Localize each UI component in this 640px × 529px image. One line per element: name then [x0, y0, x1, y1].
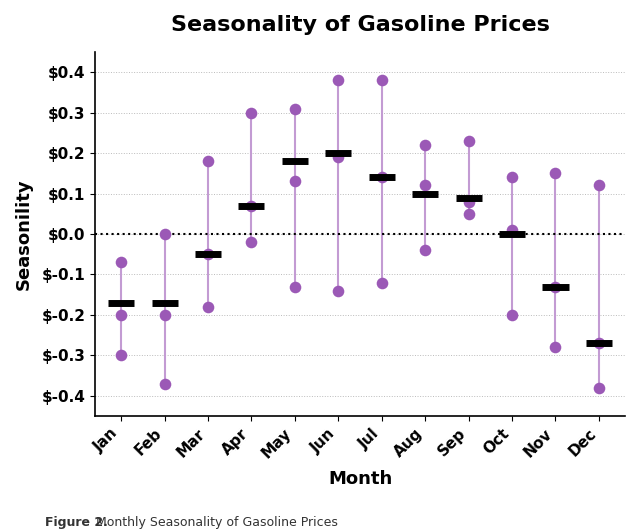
Text: Monthly Seasonality of Gasoline Prices: Monthly Seasonality of Gasoline Prices	[88, 516, 338, 529]
Point	[550, 343, 561, 352]
Point	[594, 181, 604, 189]
Point	[507, 311, 517, 319]
Point	[463, 209, 474, 218]
Point	[550, 169, 561, 178]
Point	[550, 282, 561, 291]
Point	[420, 141, 430, 149]
Point	[246, 202, 257, 210]
Point	[420, 246, 430, 254]
Point	[463, 197, 474, 206]
Point	[203, 303, 213, 311]
Point	[333, 286, 344, 295]
Point	[333, 153, 344, 161]
Point	[376, 278, 387, 287]
Title: Seasonality of Gasoline Prices: Seasonality of Gasoline Prices	[171, 15, 550, 35]
Point	[159, 230, 170, 238]
Point	[420, 181, 430, 189]
Point	[290, 282, 300, 291]
Point	[116, 311, 126, 319]
Point	[376, 173, 387, 181]
Point	[333, 76, 344, 85]
Point	[159, 311, 170, 319]
Point	[246, 108, 257, 117]
Point	[594, 339, 604, 348]
Point	[116, 351, 126, 360]
Point	[507, 226, 517, 234]
Point	[116, 258, 126, 267]
Point	[203, 157, 213, 166]
Point	[594, 384, 604, 392]
Point	[203, 250, 213, 259]
Point	[159, 379, 170, 388]
X-axis label: Month: Month	[328, 470, 392, 488]
Point	[290, 104, 300, 113]
Point	[290, 177, 300, 186]
Text: Figure 2.: Figure 2.	[45, 516, 108, 529]
Y-axis label: Seasonility: Seasonility	[15, 178, 33, 290]
Point	[507, 173, 517, 181]
Point	[376, 76, 387, 85]
Point	[463, 136, 474, 145]
Point	[246, 238, 257, 247]
